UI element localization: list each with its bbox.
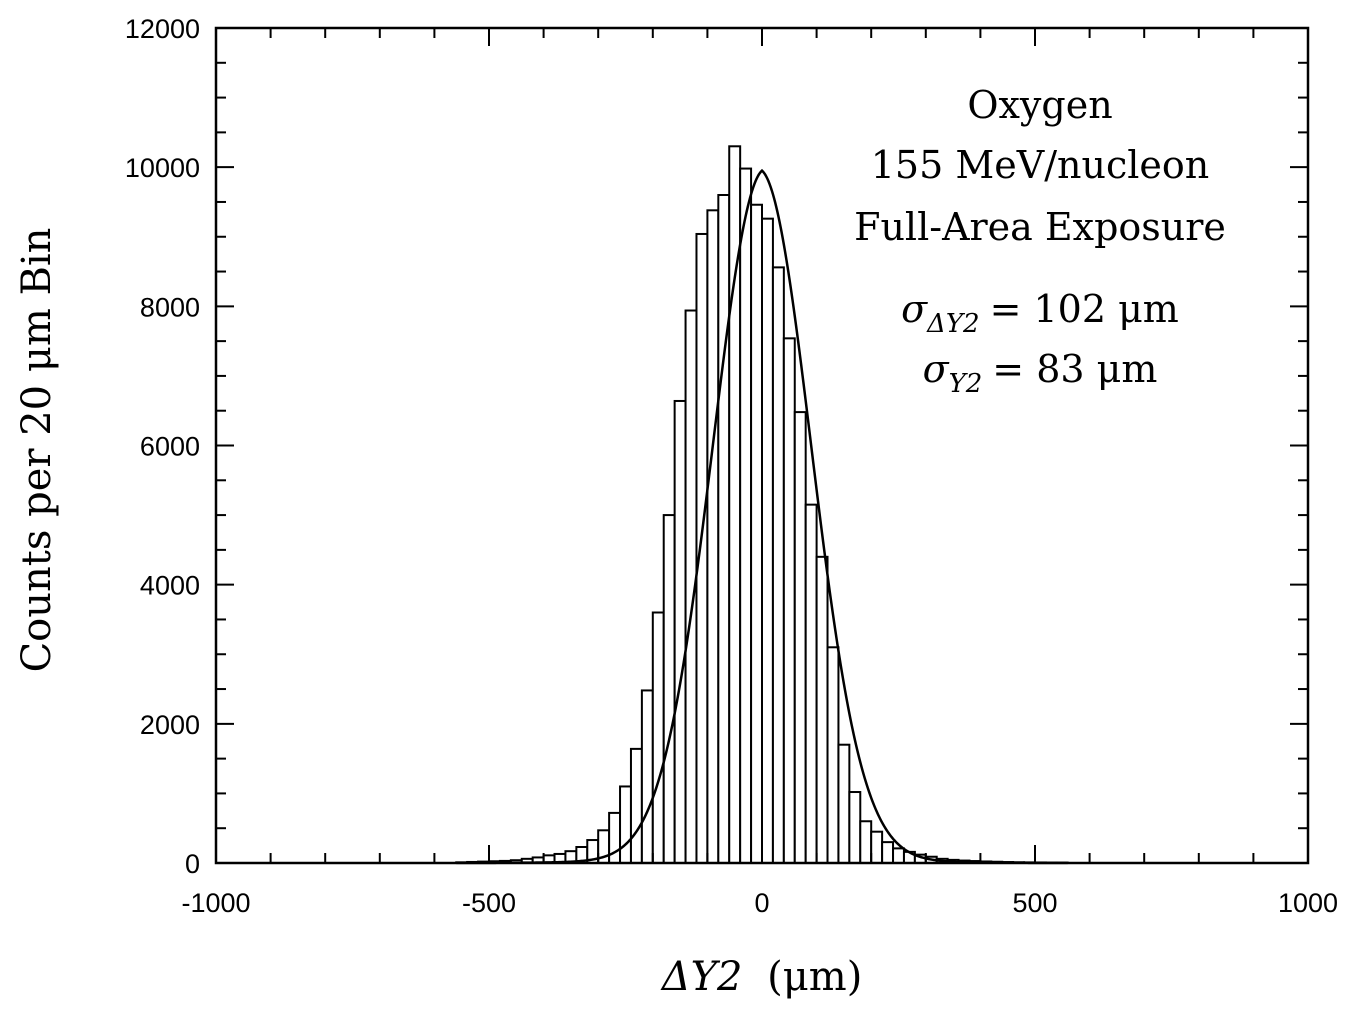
histogram-bar xyxy=(695,232,709,865)
annotation-sigma-y2: σY2 = 83 μm xyxy=(923,347,1158,399)
histogram-bar xyxy=(870,830,884,865)
sigma-subscript-1: ΔY2 xyxy=(926,309,979,339)
x-tick-label: 500 xyxy=(1012,888,1057,918)
annotation-sigma-delta-y2: σΔY2 = 102 μm xyxy=(901,287,1179,339)
histogram-bar xyxy=(761,217,774,865)
histogram-bar xyxy=(750,203,764,865)
histogram-bar xyxy=(771,266,785,864)
y-tick-labels: 0 2000 4000 6000 8000 10000 12000 xyxy=(125,14,200,879)
y-tick-label: 2000 xyxy=(140,710,200,740)
annotation-ion: Oxygen xyxy=(967,83,1112,127)
sigma-symbol-2: σ xyxy=(923,347,950,391)
y-tick-label: 6000 xyxy=(140,432,200,462)
sigma-subscript-2: Y2 xyxy=(949,369,983,399)
x-tick-label: 1000 xyxy=(1278,888,1338,918)
histogram-bar xyxy=(793,411,807,864)
x-tick-label: 0 xyxy=(754,888,769,918)
histogram-bar xyxy=(782,337,796,864)
histogram-bar xyxy=(804,503,818,864)
sigma-value-2: = 83 μm xyxy=(992,347,1157,391)
sigma-value-1: = 102 μm xyxy=(990,287,1179,331)
x-axis-label: ΔY2 (μm) xyxy=(660,954,863,1000)
y-tick-label: 12000 xyxy=(125,14,200,44)
histogram-bar xyxy=(892,847,905,865)
histogram-bar xyxy=(706,209,720,864)
histogram-bar xyxy=(739,167,753,864)
y-tick-label: 0 xyxy=(185,849,200,879)
y-axis-label: Counts per 20 μm Bin xyxy=(14,228,60,673)
x-axis-ticks xyxy=(215,28,1309,863)
x-tick-labels: -1000 -500 0 500 1000 xyxy=(181,888,1338,918)
x-tick-label: -500 xyxy=(462,888,516,918)
y-tick-label: 10000 xyxy=(125,153,200,183)
histogram-bar xyxy=(881,841,895,865)
annotation-energy: 155 MeV/nucleon xyxy=(871,143,1209,187)
x-axis-label-unit: (μm) xyxy=(767,954,862,1000)
histogram-bar xyxy=(651,611,665,864)
histogram-bar xyxy=(848,791,862,865)
histogram-bar xyxy=(837,743,851,865)
annotation-exposure: Full-Area Exposure xyxy=(854,205,1226,249)
histogram-bar xyxy=(673,399,687,864)
histogram-bar xyxy=(629,747,643,865)
y-tick-label: 4000 xyxy=(140,571,200,601)
histogram-bar xyxy=(815,555,829,865)
x-tick-label: -1000 xyxy=(181,888,250,918)
x-axis-label-var: ΔY2 xyxy=(660,954,743,1000)
y-axis-ticks xyxy=(216,27,1308,864)
histogram-bar xyxy=(826,646,840,864)
sigma-symbol-1: σ xyxy=(901,287,928,331)
histogram-bar xyxy=(619,785,632,865)
histogram-bar xyxy=(662,514,676,865)
histogram-bar xyxy=(859,820,873,864)
histogram-bar xyxy=(717,194,731,864)
y-tick-label: 8000 xyxy=(140,292,200,322)
histogram-bar xyxy=(640,689,654,864)
histogram-bars xyxy=(455,145,1069,865)
